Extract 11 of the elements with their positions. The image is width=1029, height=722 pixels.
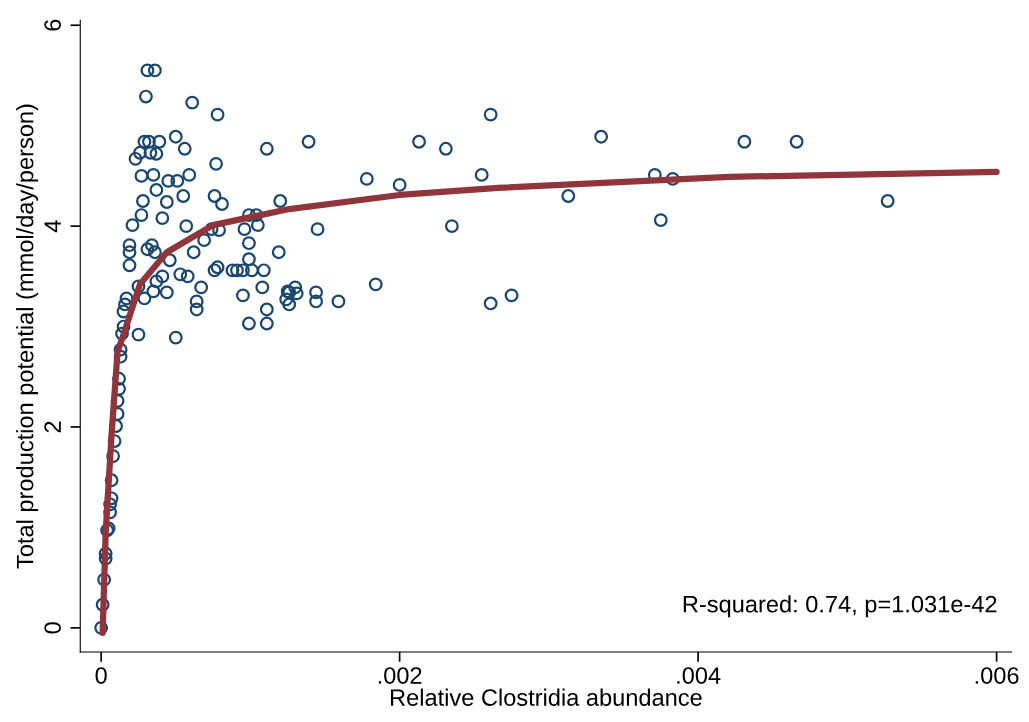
y-tick-label: 2 (44, 421, 61, 433)
x-axis-title: Relative Clostridia abundance (390, 688, 702, 706)
x-tick-label: .004 (677, 667, 721, 684)
y-axis-title: Total production potential (mmol/day/person) (16, 104, 39, 569)
x-tick-label: 0 (95, 667, 107, 684)
annotation: R-squared: 0.74, p=1.031e-42 (683, 595, 997, 618)
y-tick-label: 0 (44, 622, 62, 634)
y-tick-label: 4 (44, 220, 61, 233)
y-tick-label: 6 (44, 19, 62, 31)
x-tick-label: .002 (378, 667, 422, 684)
x-tick-label: .006 (975, 667, 1019, 684)
